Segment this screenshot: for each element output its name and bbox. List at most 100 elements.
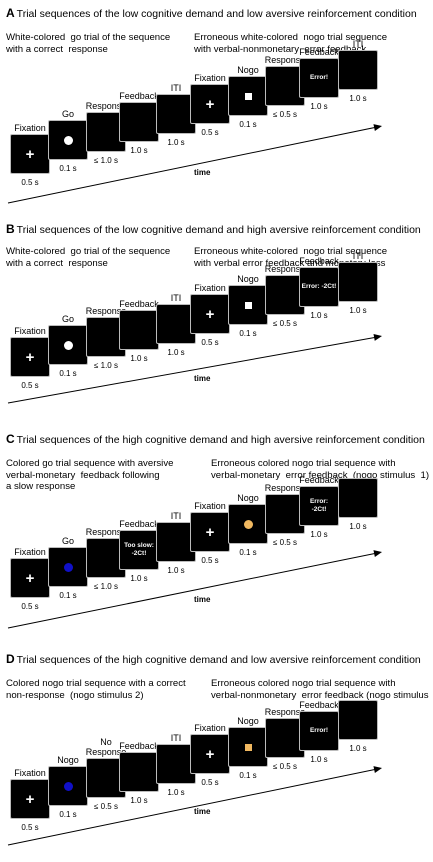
panel-title: C Trial sequences of the high cognitive d… <box>6 432 425 446</box>
screen-duration: 1.0 s <box>310 530 328 539</box>
time-arrow-head <box>373 333 382 341</box>
panel-title-text: Trial sequences of the low cognitive dem… <box>16 224 421 236</box>
screen-6: + <box>190 734 230 774</box>
screen-duration: 0.1 s <box>239 120 257 129</box>
time-arrow <box>7 333 382 404</box>
screen-duration: 1.0 s <box>130 354 148 363</box>
time-axis-line <box>7 336 377 404</box>
screen-9: Error! <box>299 711 339 751</box>
screen-label: Response <box>264 707 306 717</box>
panel-letter: A <box>6 6 15 20</box>
screen-label: Fixation <box>194 501 226 511</box>
screen-duration: 0.1 s <box>239 548 257 557</box>
fixation-cross-icon: + <box>25 790 35 808</box>
panel-letter: C <box>6 432 15 446</box>
screen-10 <box>338 50 378 90</box>
screen-duration: 0.1 s <box>239 771 257 780</box>
screen-6: + <box>190 84 230 124</box>
screen-label: Nogo <box>237 716 259 726</box>
screen-10 <box>338 700 378 740</box>
circle-stimulus-icon <box>63 340 73 350</box>
screen-4 <box>119 102 159 142</box>
screen-9: Error! <box>299 58 339 98</box>
panel-title: B Trial sequences of the low cognitive de… <box>6 222 421 236</box>
screen-duration: 1.0 s <box>130 574 148 583</box>
screen-label: Response <box>85 527 127 537</box>
time-label: time <box>194 374 211 383</box>
fixation-cross-icon: + <box>205 95 215 113</box>
fixation-cross-icon: + <box>205 305 215 323</box>
panel-letter: B <box>6 222 15 236</box>
time-axis-line <box>7 768 377 846</box>
screen-2 <box>48 766 88 806</box>
fixation-cross-icon: + <box>25 348 35 366</box>
left-caption: White-colored go trial of the sequence w… <box>6 246 171 269</box>
screen-7 <box>228 285 268 325</box>
time-axis-line <box>7 126 377 204</box>
screen-label: Feedback <box>299 256 339 266</box>
screen-1: + <box>10 134 50 174</box>
feedback-text: Error! <box>309 74 329 81</box>
screen-label: ITI <box>170 83 182 93</box>
screen-2 <box>48 120 88 160</box>
screen-6: + <box>190 512 230 552</box>
time-label: time <box>194 807 211 816</box>
screen-1: + <box>10 337 50 377</box>
screen-label: Nogo <box>237 274 259 284</box>
feedback-text: Error: -2Ct! <box>309 498 329 513</box>
screen-duration: 0.1 s <box>59 164 77 173</box>
panel-a: A Trial sequences of the low cognitive de… <box>0 6 433 216</box>
screen-duration: 0.1 s <box>239 329 257 338</box>
screen-4 <box>119 752 159 792</box>
screen-5 <box>156 304 196 344</box>
fixation-cross-icon: + <box>25 569 35 587</box>
screen-2 <box>48 325 88 365</box>
screen-duration: 0.5 s <box>21 823 39 832</box>
panel-title: A Trial sequences of the low cognitive de… <box>6 6 417 20</box>
screen-9: Error: -2Ct! <box>299 267 339 307</box>
screen-duration: 1.0 s <box>167 348 185 357</box>
screen-label: Go <box>61 536 74 546</box>
left-caption: Colored go trial sequence with aversive … <box>6 458 174 492</box>
screen-duration: 1.0 s <box>310 755 328 764</box>
screen-7 <box>228 76 268 116</box>
screen-label: Feedback <box>299 475 339 485</box>
screen-label: Fixation <box>194 723 226 733</box>
screen-duration: 0.5 s <box>201 556 219 565</box>
time-arrow <box>7 124 382 204</box>
screen-duration: ≤ 1.0 s <box>94 582 118 591</box>
screen-2 <box>48 547 88 587</box>
left-caption: White-colored go trial of the sequence w… <box>6 32 171 55</box>
screen-label: Response <box>264 264 306 274</box>
screen-duration: 1.0 s <box>130 796 148 805</box>
screen-duration: 0.1 s <box>59 369 77 378</box>
screen-duration: 0.5 s <box>201 778 219 787</box>
screen-label: Feedback <box>299 700 339 710</box>
fixation-cross-icon: + <box>25 145 35 163</box>
screen-duration: 1.0 s <box>349 306 367 315</box>
screen-6: + <box>190 294 230 334</box>
screen-label: Response <box>85 306 127 316</box>
circle-stimulus-icon <box>63 135 73 145</box>
screen-duration: 0.5 s <box>21 381 39 390</box>
screen-10 <box>338 262 378 302</box>
panel-d: D Trial sequences of the high cognitive d… <box>0 652 433 862</box>
screen-duration: 1.0 s <box>349 744 367 753</box>
screen-8 <box>265 275 305 315</box>
screen-label: Response <box>264 483 306 493</box>
panel-title-text: Trial sequences of the low cognitive dem… <box>16 8 417 20</box>
screen-label: Fixation <box>14 768 46 778</box>
panel-title: D Trial sequences of the high cognitive d… <box>6 652 421 666</box>
circle-stimulus-icon <box>63 562 73 572</box>
screen-label: Nogo <box>237 493 259 503</box>
screen-duration: ≤ 1.0 s <box>94 156 118 165</box>
right-caption: Erroneous colored nogo trial sequence wi… <box>211 458 430 481</box>
screen-label: Fixation <box>14 123 46 133</box>
time-arrow-head <box>373 766 382 774</box>
screen-1: + <box>10 558 50 598</box>
panel-c: C Trial sequences of the high cognitive d… <box>0 432 433 642</box>
screen-label: Feedback <box>119 91 159 101</box>
time-arrow <box>7 550 382 629</box>
screen-10 <box>338 478 378 518</box>
time-label: time <box>194 168 211 177</box>
